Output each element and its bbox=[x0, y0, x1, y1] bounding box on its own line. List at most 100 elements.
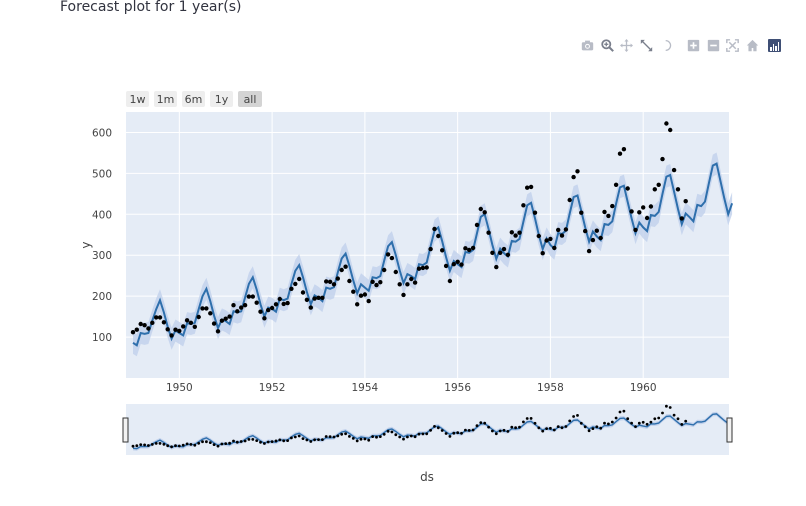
actual-point bbox=[683, 199, 688, 204]
range-slider-point bbox=[498, 429, 502, 433]
actual-point bbox=[598, 235, 603, 241]
range-button-1m[interactable]: 1m bbox=[154, 91, 177, 107]
range-button-all[interactable]: all bbox=[238, 91, 262, 107]
range-slider-point bbox=[661, 411, 664, 415]
actual-point bbox=[235, 309, 240, 314]
actual-point bbox=[339, 267, 344, 273]
zoom-icon[interactable] bbox=[598, 36, 618, 54]
range-slider-point bbox=[514, 426, 517, 430]
actual-point bbox=[556, 227, 561, 233]
range-slider-point bbox=[208, 441, 212, 444]
actual-point bbox=[486, 230, 491, 235]
range-slider-point bbox=[301, 437, 305, 440]
range-slider-point bbox=[568, 419, 572, 423]
range-slider-point bbox=[324, 435, 328, 438]
y-tick-label: 200 bbox=[92, 291, 112, 303]
x-tick-label: 1952 bbox=[259, 382, 286, 394]
actual-point bbox=[324, 279, 329, 284]
actual-point bbox=[181, 324, 186, 329]
pan-icon[interactable] bbox=[617, 36, 637, 54]
y-tick-label: 400 bbox=[92, 209, 112, 221]
range-slider-point bbox=[479, 421, 483, 424]
actual-point bbox=[432, 226, 437, 232]
actual-point bbox=[583, 228, 588, 234]
range-button-label: all bbox=[244, 93, 257, 106]
range-slider-point bbox=[456, 431, 460, 435]
actual-point bbox=[177, 328, 182, 334]
x-axis-label: ds bbox=[420, 470, 434, 484]
actual-point bbox=[304, 297, 310, 302]
actual-point bbox=[447, 278, 453, 284]
range-slider-point bbox=[549, 426, 552, 430]
actual-point bbox=[540, 251, 545, 256]
actual-point bbox=[343, 264, 348, 269]
lasso-icon[interactable] bbox=[656, 36, 676, 54]
actual-point bbox=[355, 302, 360, 307]
actual-point bbox=[436, 233, 441, 239]
range-slider[interactable] bbox=[122, 404, 733, 455]
range-slider-point bbox=[131, 444, 135, 448]
actual-point bbox=[250, 294, 255, 299]
range-slider-bg[interactable] bbox=[126, 404, 729, 455]
zoom-out-icon[interactable] bbox=[704, 36, 724, 54]
actual-point bbox=[192, 324, 197, 329]
actual-point bbox=[459, 262, 464, 267]
range-slider-point bbox=[603, 421, 606, 425]
actual-point bbox=[532, 210, 538, 215]
home-icon[interactable] bbox=[743, 36, 763, 54]
range-slider-point bbox=[293, 435, 297, 439]
actual-point bbox=[150, 320, 155, 325]
range-slider-point bbox=[139, 443, 143, 446]
actual-point bbox=[625, 186, 630, 191]
autoscale-icon[interactable] bbox=[723, 36, 743, 54]
actual-point bbox=[544, 238, 549, 243]
zoom-in-icon[interactable] bbox=[684, 36, 704, 54]
actual-point bbox=[142, 323, 147, 328]
range-button-1w[interactable]: 1w bbox=[126, 91, 149, 107]
range-slider-point bbox=[429, 428, 432, 432]
range-slider-point bbox=[243, 439, 247, 443]
range-slider-point bbox=[406, 435, 409, 439]
range-slider-point bbox=[560, 426, 564, 430]
range-slider-point bbox=[259, 440, 262, 444]
range-slider-point bbox=[522, 420, 525, 424]
actual-point bbox=[610, 203, 615, 209]
actual-points bbox=[130, 121, 688, 338]
actual-point bbox=[501, 246, 507, 252]
range-button-6m[interactable]: 6m bbox=[182, 91, 205, 107]
x-axis-ticks: 1950 1952 1954 1956 1958 1960 bbox=[166, 382, 657, 394]
range-slider-point bbox=[583, 425, 587, 429]
x-tick-label: 1958 bbox=[537, 382, 564, 394]
range-button-label: 1y bbox=[215, 93, 229, 106]
actual-point bbox=[567, 197, 572, 203]
actual-point bbox=[277, 296, 282, 302]
actual-point bbox=[528, 184, 534, 190]
range-slider-point bbox=[436, 426, 440, 430]
range-slider-point bbox=[576, 414, 579, 417]
x-tick-label: 1950 bbox=[166, 382, 193, 394]
camera-icon[interactable] bbox=[578, 36, 598, 54]
range-button-1y[interactable]: 1y bbox=[210, 91, 233, 107]
range-slider-point bbox=[448, 435, 452, 438]
plot-area[interactable] bbox=[126, 112, 729, 378]
range-slider-point bbox=[371, 435, 374, 438]
range-slider-point bbox=[336, 434, 340, 438]
actual-point bbox=[196, 314, 201, 320]
actual-point bbox=[200, 306, 205, 311]
plotly-logo-icon[interactable] bbox=[768, 38, 782, 52]
actual-point bbox=[586, 248, 592, 254]
actual-point bbox=[262, 316, 267, 321]
actual-point bbox=[579, 210, 584, 215]
actual-point bbox=[285, 300, 290, 306]
box-select-icon[interactable] bbox=[637, 36, 657, 54]
range-slider-point bbox=[417, 432, 421, 436]
range-slider-point bbox=[185, 442, 189, 446]
actual-point bbox=[633, 227, 638, 233]
range-slider-point bbox=[587, 429, 591, 433]
actual-point bbox=[239, 305, 244, 310]
y-axis-ticks: 100 200 300 400 500 600 bbox=[92, 127, 112, 344]
actual-point bbox=[397, 282, 402, 287]
range-slider-left-handle[interactable] bbox=[122, 417, 129, 443]
range-slider-right-handle[interactable] bbox=[726, 417, 733, 443]
